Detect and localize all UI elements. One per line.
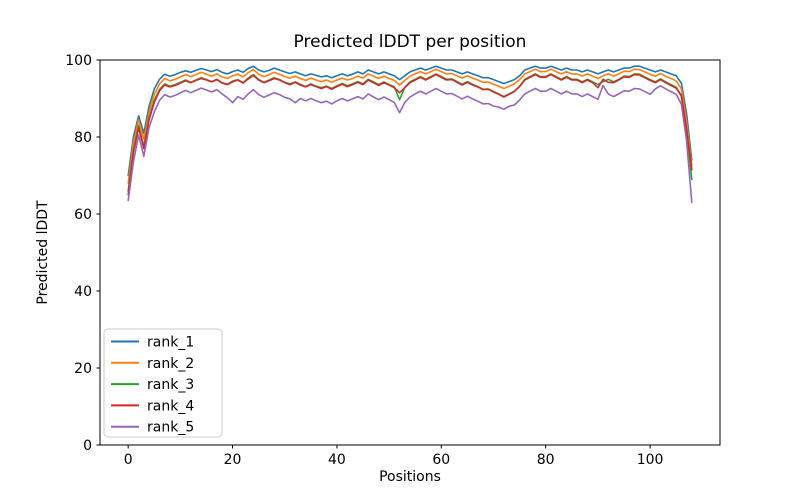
y-axis-label: Predicted lDDT [35,200,51,305]
line-rank_2 [127,68,693,184]
legend-box [103,328,223,438]
y-tick-label: 60 [74,207,92,223]
legend-label-rank_1: rank_1 [147,335,194,351]
x-tick-label: 60 [432,452,450,468]
y-tick-label: 100 [65,53,92,69]
y-tick-label: 40 [74,284,92,300]
legend-label-rank_4: rank_4 [147,398,194,414]
line-rank_5 [127,84,693,204]
legend-label-rank_2: rank_2 [147,356,194,372]
legend-label-rank_3: rank_3 [147,377,194,393]
x-axis-ticks: 0 20 40 60 80 100 [124,445,664,468]
x-tick-label: 40 [328,452,346,468]
x-tick-label: 0 [124,452,133,468]
x-axis-label: Positions [379,469,441,485]
line-rank_1 [127,65,693,177]
y-tick-label: 20 [74,361,92,377]
x-tick-label: 100 [637,452,664,468]
chart-title: Predicted lDDT per position [294,32,527,52]
y-tick-label: 0 [83,438,92,454]
series-lines [127,65,693,204]
legend-label-rank_5: rank_5 [147,420,194,436]
y-axis-ticks: 0 20 40 60 80 100 [65,53,100,454]
y-tick-label: 80 [74,130,92,146]
line-rank_4 [127,73,693,196]
legend: rank_1 rank_2 rank_3 rank_4 rank_5 [103,328,223,438]
x-tick-label: 80 [537,452,555,468]
x-tick-label: 20 [224,452,242,468]
